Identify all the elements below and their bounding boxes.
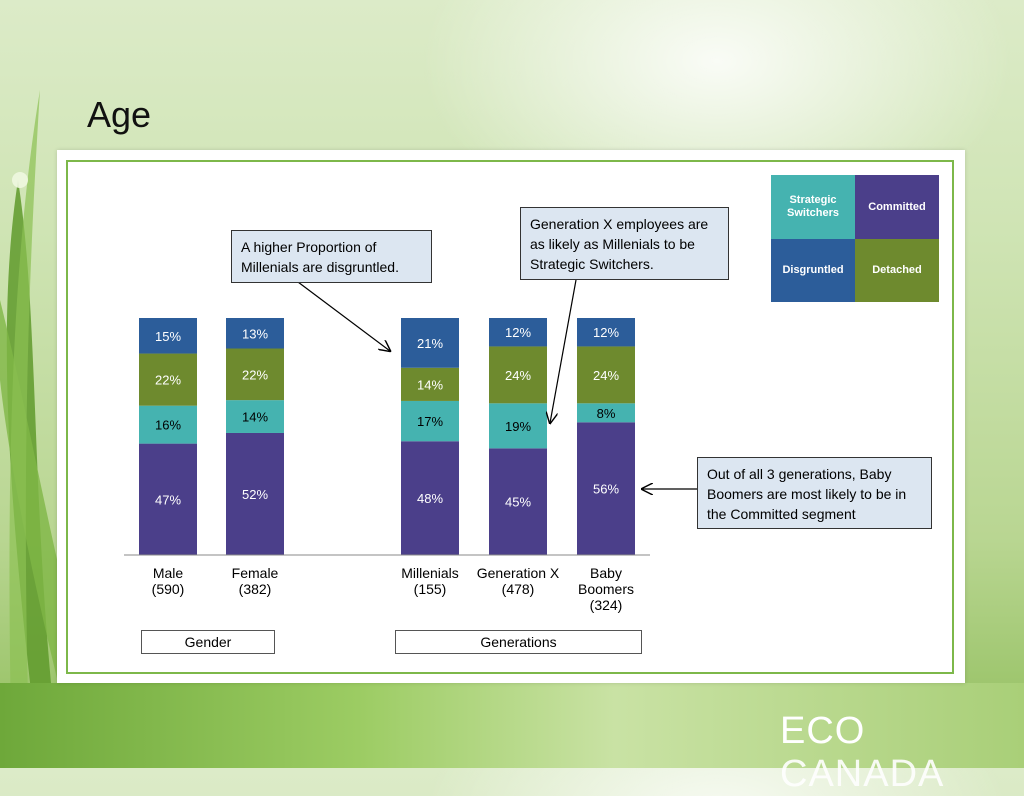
bar-segment-detached <box>489 346 547 404</box>
x-tick-label-line: (155) <box>413 581 447 597</box>
data-label: 12% <box>593 325 619 340</box>
data-label: 56% <box>593 482 619 497</box>
slide-title: Age <box>87 94 152 135</box>
gender-group-label: Gender <box>141 630 275 654</box>
data-label: 15% <box>155 329 181 344</box>
legend-disgruntled: Disgruntled <box>771 239 855 302</box>
generations-group-label: Generations <box>395 630 642 654</box>
x-tick-label-line: (478) <box>501 581 535 597</box>
x-tick-label-line: Baby <box>590 565 622 581</box>
x-tick-label: Female (382) <box>210 565 300 597</box>
data-label: 24% <box>593 368 619 383</box>
data-label: 52% <box>242 487 268 502</box>
x-tick-label-line: Female <box>231 565 279 581</box>
eco-canada-logo: ECO CANADA <box>780 710 1024 796</box>
data-label: 13% <box>242 326 268 341</box>
data-label: 19% <box>505 419 531 434</box>
bar-segment-strategic-switchers <box>139 405 197 444</box>
x-tick-label: Baby Boomers (324) <box>561 565 651 613</box>
data-label: 12% <box>505 325 531 340</box>
bar-segment-strategic-switchers <box>577 403 635 423</box>
legend-committed: Committed <box>855 175 939 239</box>
bar-segment-disgruntled <box>577 318 635 347</box>
x-tick-label-line: Boomers <box>577 581 635 597</box>
x-tick-label-line: (590) <box>151 581 185 597</box>
x-tick-label-line: Millenials <box>401 565 459 581</box>
data-label: 14% <box>417 377 443 392</box>
bar-segment-detached <box>139 353 197 406</box>
bar-segment-detached <box>577 346 635 404</box>
data-label: 22% <box>242 367 268 382</box>
genx-callout: Generation X employees are as likely as … <box>520 207 729 280</box>
data-label: 21% <box>417 336 443 351</box>
bar-segment-disgruntled <box>139 318 197 354</box>
data-label: 8% <box>597 406 616 421</box>
stacked-bar-chart: 47% 16% 22% 15% 52% 14% 22% 13% 48% 17% 14% 21% 45% 1… <box>124 279 697 556</box>
data-label: 16% <box>155 418 181 433</box>
genx-arrow <box>550 279 577 423</box>
bar-segment-disgruntled <box>489 318 547 347</box>
brand-eco: ECO <box>780 710 866 752</box>
x-tick-label: Male (590) <box>123 565 213 597</box>
data-label: 48% <box>417 491 443 506</box>
millenials-arrow <box>297 281 390 351</box>
x-tick-label-line: (324) <box>589 597 623 613</box>
data-label: 22% <box>155 373 181 388</box>
footer-band <box>0 683 1024 768</box>
legend-strategic-switchers: Strategic Switchers <box>771 175 855 239</box>
bar-segment-committed <box>139 443 197 555</box>
x-tick-label: Generation X (478) <box>473 565 563 597</box>
bar-segment-detached <box>226 348 284 401</box>
bar-segment-strategic-switchers <box>226 400 284 433</box>
data-label: 17% <box>417 414 443 429</box>
data-label: 47% <box>155 492 181 507</box>
bar-segment-committed <box>226 432 284 555</box>
chart-legend: Strategic Switchers Committed Disgruntle… <box>771 175 939 302</box>
brand-canada: CANADA <box>780 753 945 795</box>
boomers-callout: Out of all 3 generations, Baby Boomers a… <box>697 457 932 529</box>
data-label: 14% <box>242 410 268 425</box>
bar-segment-committed <box>577 422 635 555</box>
bar-segment-strategic-switchers <box>489 403 547 449</box>
x-tick-label-line: Male <box>152 565 184 581</box>
bar-segment-strategic-switchers <box>401 400 459 442</box>
data-label: 24% <box>505 368 531 383</box>
x-tick-label-line: (382) <box>238 581 272 597</box>
x-tick-label-line: Generation X <box>476 565 560 581</box>
x-tick-label: Millenials (155) <box>385 565 475 597</box>
data-label: 45% <box>505 495 531 510</box>
bar-segment-disgruntled <box>401 318 459 368</box>
legend-detached: Detached <box>855 239 939 302</box>
millenials-callout: A higher Proportion of Millenials are di… <box>231 230 432 283</box>
bar-segment-detached <box>401 367 459 401</box>
bar-segment-committed <box>489 448 547 555</box>
bar-segment-committed <box>401 441 459 555</box>
bar-segment-disgruntled <box>226 318 284 349</box>
